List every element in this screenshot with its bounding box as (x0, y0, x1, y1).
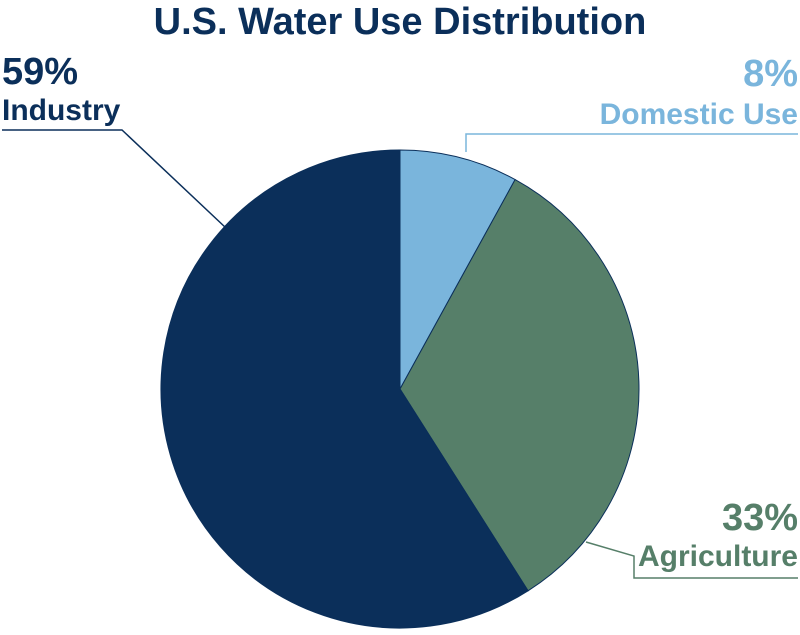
slice-label-agriculture: Agriculture (638, 540, 798, 573)
slice-labels: 8%Domestic Use 33%Agriculture 59%Industry (2, 51, 798, 579)
leader-line-agriculture (585, 541, 798, 579)
slice-industry (160, 149, 529, 629)
slice-domestic-use (399, 149, 516, 390)
slice-percent-agriculture: 33% (722, 497, 798, 539)
slice-percent-industry: 59% (2, 51, 78, 93)
slice-percent-domestic-use: 8% (743, 53, 798, 95)
slice-label-industry: Industry (2, 94, 121, 127)
leader-line-industry (2, 129, 227, 229)
leader-line-domestic-use (465, 133, 798, 152)
slice-label-domestic-use: Domestic Use (600, 98, 798, 131)
chart-title: U.S. Water Use Distribution (154, 1, 647, 43)
pie-slices (160, 149, 640, 629)
slice-agriculture (399, 178, 640, 592)
